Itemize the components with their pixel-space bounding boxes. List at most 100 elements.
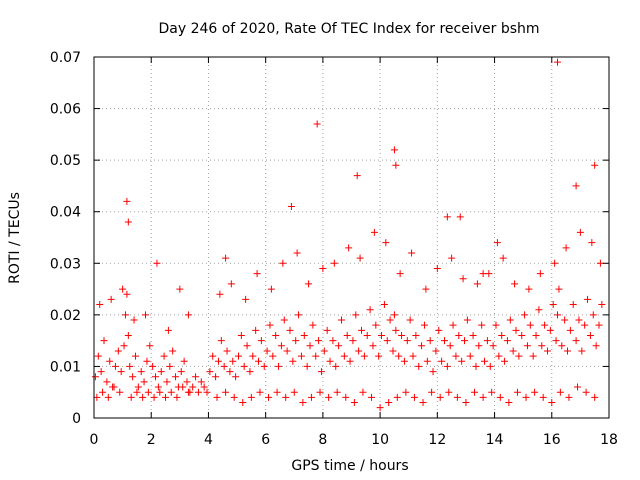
data-point — [393, 393, 401, 401]
data-point — [114, 347, 122, 355]
data-point — [582, 388, 590, 396]
plot-frame — [93, 56, 610, 419]
data-point — [389, 347, 397, 355]
data-point — [337, 316, 345, 324]
data-point — [589, 311, 597, 319]
data-point — [260, 362, 268, 370]
data-point — [94, 352, 102, 360]
data-point — [243, 342, 251, 350]
data-point — [257, 337, 265, 345]
data-point — [574, 383, 582, 391]
data-point — [119, 285, 127, 293]
data-point — [189, 383, 197, 391]
data-point — [548, 399, 556, 407]
data-point — [279, 259, 287, 267]
data-point — [529, 352, 537, 360]
data-point — [295, 311, 303, 319]
data-point — [390, 146, 398, 154]
data-point — [526, 321, 534, 329]
data-point — [299, 399, 307, 407]
data-point — [240, 362, 248, 370]
data-point — [350, 399, 358, 407]
data-point — [386, 316, 394, 324]
data-point — [242, 295, 250, 303]
data-point — [552, 337, 560, 345]
data-point — [515, 352, 523, 360]
data-point — [107, 295, 115, 303]
data-point — [440, 337, 448, 345]
data-point — [117, 368, 125, 376]
data-point — [326, 357, 334, 365]
data-point — [203, 388, 211, 396]
data-point — [398, 331, 406, 339]
data-point — [532, 331, 540, 339]
data-point — [428, 388, 436, 396]
data-point — [382, 239, 390, 247]
data-point — [366, 306, 374, 314]
data-point — [239, 399, 247, 407]
data-point — [360, 352, 368, 360]
data-point — [306, 342, 314, 350]
data-point — [144, 388, 152, 396]
data-point — [466, 352, 474, 360]
data-point — [305, 280, 313, 288]
x-tick-label: 14 — [486, 432, 504, 448]
data-point — [509, 347, 517, 355]
data-point — [591, 161, 599, 169]
data-point — [226, 368, 234, 376]
data-point — [309, 321, 317, 329]
data-point — [521, 311, 529, 319]
data-point — [172, 373, 180, 381]
x-tick-label: 12 — [428, 432, 446, 448]
data-point — [463, 316, 471, 324]
data-point — [363, 331, 371, 339]
data-point — [232, 373, 240, 381]
data-point — [335, 342, 343, 350]
x-tick-label: 0 — [90, 432, 99, 448]
data-point — [503, 337, 511, 345]
data-point — [183, 378, 191, 386]
data-point — [316, 388, 324, 396]
x-axis-label: GPS time / hours — [291, 458, 408, 474]
data-point — [406, 316, 414, 324]
data-point — [267, 285, 275, 293]
x-tick-label: 4 — [204, 432, 213, 448]
data-point — [356, 254, 364, 262]
data-point — [419, 399, 427, 407]
data-point — [506, 316, 514, 324]
data-point — [289, 357, 297, 365]
data-point — [473, 280, 481, 288]
data-point — [475, 342, 483, 350]
data-point — [575, 316, 583, 324]
data-point — [157, 368, 165, 376]
data-point — [422, 285, 430, 293]
data-point — [511, 280, 519, 288]
data-point — [280, 316, 288, 324]
data-point — [217, 337, 225, 345]
data-point — [146, 342, 154, 350]
data-point — [495, 352, 503, 360]
x-tick-label: 8 — [318, 432, 327, 448]
data-point — [177, 368, 185, 376]
data-point — [458, 357, 466, 365]
data-point — [584, 295, 592, 303]
data-point — [163, 378, 171, 386]
data-point — [214, 357, 222, 365]
data-point — [408, 249, 416, 257]
data-point — [403, 337, 411, 345]
data-point — [200, 383, 208, 391]
data-point — [124, 331, 132, 339]
data-point — [93, 393, 101, 401]
y-tick-label: 0 — [72, 411, 81, 427]
data-point — [538, 342, 546, 350]
data-point — [349, 337, 357, 345]
x-tick-labels: 0 2 4 6 8 10 12 14 16 18 — [90, 432, 618, 448]
data-point — [286, 326, 294, 334]
data-point — [100, 337, 108, 345]
data-point — [192, 373, 200, 381]
data-point — [123, 197, 131, 205]
data-point — [461, 337, 469, 345]
data-point — [375, 352, 383, 360]
chart-title: Day 246 of 2020, Rate Of TEC Index for r… — [158, 21, 539, 37]
data-point — [319, 264, 327, 272]
